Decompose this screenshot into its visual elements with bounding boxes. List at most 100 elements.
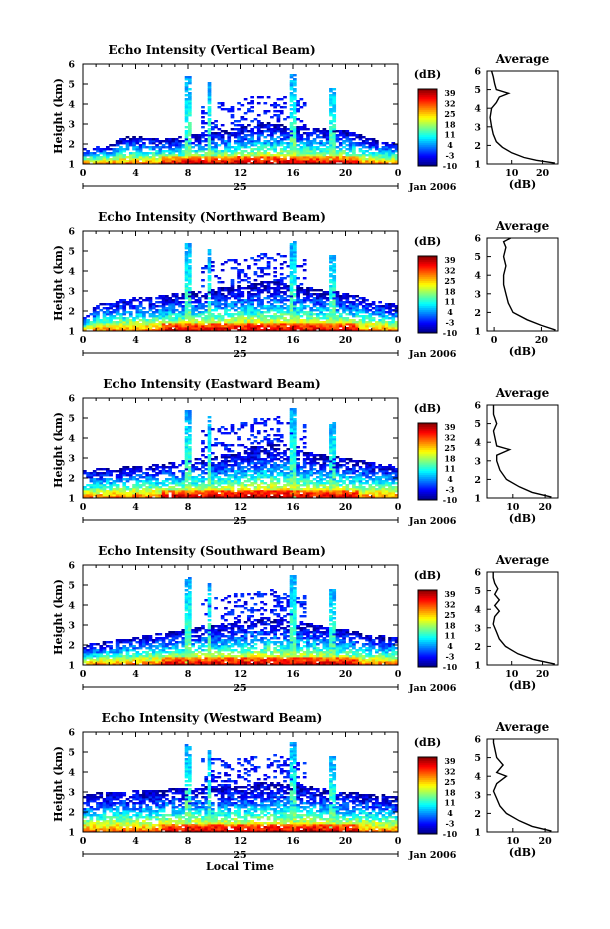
- heatmap-cell: [125, 329, 130, 332]
- heatmap-cell: [125, 142, 130, 145]
- heatmap-cell: [355, 490, 360, 493]
- heatmap-cell: [319, 468, 323, 471]
- heatmap-cell: [207, 134, 212, 137]
- heatmap-cell: [165, 478, 169, 481]
- heatmap-cell: [283, 138, 287, 141]
- heatmap-cell: [309, 317, 314, 320]
- heatmap-cell: [329, 160, 333, 163]
- heatmap-cell: [188, 438, 192, 441]
- heatmap-cell: [224, 327, 228, 330]
- heatmap-cell: [83, 492, 87, 495]
- heatmap-cell: [224, 295, 228, 298]
- heatmap-cell: [296, 110, 300, 113]
- heatmap-cell: [224, 428, 228, 431]
- heatmap-cell: [89, 488, 94, 491]
- heatmap-cell: [158, 146, 163, 149]
- heatmap-cell: [329, 315, 333, 318]
- heatmap-cell: [329, 446, 333, 449]
- colorbar-segment: [418, 160, 437, 163]
- heatmap-cell: [329, 138, 333, 141]
- heatmap-cell: [148, 138, 153, 141]
- heatmap-cell: [197, 142, 202, 145]
- heatmap-cell: [165, 490, 169, 493]
- heatmap-cell: [132, 476, 136, 479]
- heatmap-cell: [168, 468, 172, 471]
- heatmap-cell: [293, 102, 297, 105]
- heatmap-cell: [247, 124, 251, 127]
- heatmap-cell: [289, 86, 294, 89]
- colorbar-segment: [418, 302, 437, 305]
- heatmap-cell: [227, 444, 232, 447]
- heatmap-cell: [322, 305, 327, 308]
- heatmap-cell: [171, 311, 176, 314]
- heatmap-cell: [345, 158, 350, 161]
- heatmap-cell: [83, 494, 87, 497]
- profile-x-label: (dB): [509, 345, 536, 358]
- heatmap-cell: [319, 305, 323, 308]
- heatmap-cell: [138, 144, 143, 147]
- heatmap-cell: [302, 102, 307, 105]
- heatmap-cell: [253, 327, 258, 330]
- heatmap-cell: [194, 484, 199, 487]
- heatmap-cell: [322, 150, 327, 153]
- heatmap-cell: [315, 297, 320, 300]
- heatmap-cell: [115, 160, 120, 163]
- heatmap-cell: [289, 160, 294, 163]
- heatmap-cell: [273, 454, 277, 457]
- heatmap-cell: [273, 466, 277, 469]
- heatmap-cell: [188, 261, 192, 264]
- heatmap-cell: [263, 297, 268, 300]
- heatmap-cell: [332, 259, 337, 262]
- heatmap-cell: [273, 464, 277, 467]
- heatmap-cell: [283, 450, 287, 453]
- heatmap-cell: [184, 273, 189, 276]
- heatmap-cell: [361, 142, 366, 145]
- heatmap-cell: [342, 458, 346, 461]
- heatmap-cell: [250, 482, 255, 485]
- heatmap-cell: [365, 307, 369, 310]
- heatmap-cell: [296, 482, 300, 485]
- heatmap-cell: [361, 309, 366, 312]
- heatmap-cell: [273, 462, 277, 465]
- heatmap-cell: [128, 474, 133, 477]
- heatmap-cell: [371, 152, 376, 155]
- heatmap-cell: [158, 321, 163, 324]
- heatmap-cell: [286, 299, 291, 302]
- heatmap-cell: [289, 146, 294, 149]
- heatmap-cell: [122, 162, 127, 165]
- heatmap-cell: [135, 158, 140, 161]
- heatmap-cell: [293, 311, 297, 314]
- heatmap-cell: [279, 299, 284, 302]
- heatmap-cell: [247, 480, 251, 483]
- heatmap-cell: [306, 325, 310, 328]
- heatmap-cell: [161, 329, 166, 332]
- heatmap-cell: [293, 309, 297, 312]
- heatmap-cell: [89, 484, 94, 487]
- heatmap-cell: [201, 317, 205, 320]
- heatmap-cell: [253, 132, 258, 135]
- heatmap-cell: [260, 496, 264, 499]
- heatmap-cell: [329, 110, 333, 113]
- heatmap-cell: [158, 162, 163, 165]
- heatmap-cell: [358, 144, 363, 147]
- heatmap-cell: [319, 142, 323, 145]
- heatmap-cell: [184, 446, 189, 449]
- heatmap-cell: [253, 271, 258, 274]
- heatmap-cell: [250, 295, 255, 298]
- heatmap-cell: [332, 303, 337, 306]
- heatmap-cell: [332, 482, 337, 485]
- heatmap-cell: [289, 88, 294, 91]
- heatmap-cell: [260, 134, 264, 137]
- heatmap-cell: [207, 279, 212, 282]
- heatmap-cell: [338, 321, 343, 324]
- heatmap-cell: [184, 472, 189, 475]
- heatmap-cell: [345, 138, 350, 141]
- heatmap-cell: [227, 490, 232, 493]
- heatmap-cell: [358, 297, 363, 300]
- heatmap-cell: [329, 301, 333, 304]
- heatmap-cell: [312, 492, 317, 495]
- heatmap-cell: [250, 462, 255, 465]
- heatmap-cell: [217, 277, 222, 280]
- heatmap-cell: [270, 293, 274, 296]
